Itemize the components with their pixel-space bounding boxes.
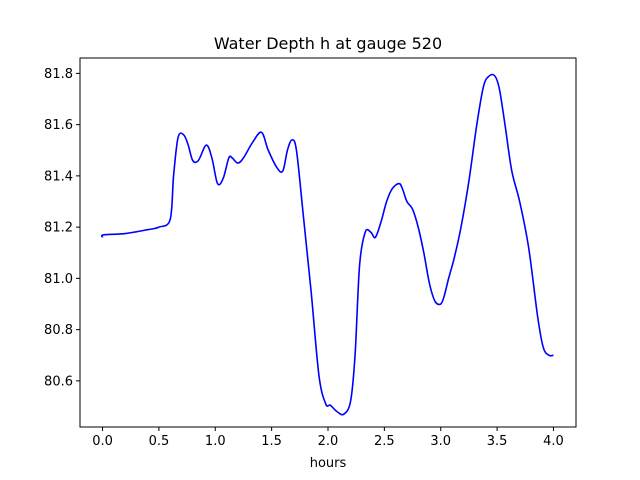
series-line-0 xyxy=(100,73,554,416)
x-tick-label: 2.5 xyxy=(374,434,395,449)
x-axis-label: hours xyxy=(310,456,347,471)
x-tick-label: 0.5 xyxy=(149,434,170,449)
x-tick-label: 4.0 xyxy=(543,434,564,449)
x-tick-label: 1.0 xyxy=(205,434,226,449)
y-tick-label: 81.4 xyxy=(44,169,73,184)
x-tick-label: 3.0 xyxy=(430,434,451,449)
plot-frame xyxy=(79,57,577,428)
y-tick-label: 80.8 xyxy=(44,323,73,338)
y-tick-label: 81.0 xyxy=(44,272,73,287)
chart-title: Water Depth h at gauge 520 xyxy=(214,34,442,53)
y-tick-label: 81.8 xyxy=(44,67,73,82)
x-tick-label: 1.5 xyxy=(261,434,282,449)
y-tick-label: 80.6 xyxy=(44,374,73,389)
x-tick-label: 2.0 xyxy=(318,434,339,449)
x-tick-label: 3.5 xyxy=(487,434,508,449)
plot-area: 0.0 0.5 1.0 1.5 2.0 2.5 3.0 3.5 4.0 80.6 80.8 81.0 8… xyxy=(44,57,577,449)
y-tick-label: 81.6 xyxy=(44,118,73,133)
y-tick-label: 81.2 xyxy=(44,221,73,236)
x-tick-label: 0.0 xyxy=(92,434,113,449)
